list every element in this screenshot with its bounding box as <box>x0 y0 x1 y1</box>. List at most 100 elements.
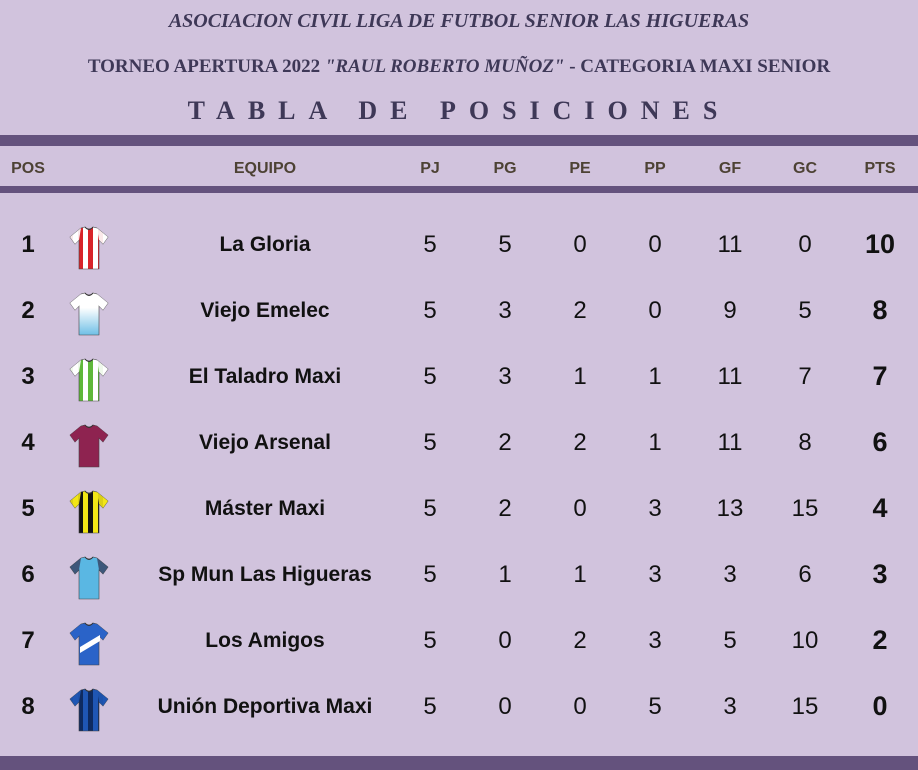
cell-pp: 0 <box>648 297 662 324</box>
cell-pos: 4 <box>21 429 35 456</box>
table-header: POS EQUIPO PJ PG PE PP GF GC PTS <box>0 146 918 186</box>
cell-gc: 8 <box>798 429 812 456</box>
tournament-name: TORNEO APERTURA 2022 <box>87 56 325 77</box>
cell-pg: 0 <box>498 693 512 720</box>
cell-pts: 7 <box>872 361 888 391</box>
cell-pe: 2 <box>573 627 587 654</box>
cell-pts: 2 <box>872 625 888 655</box>
jersey-icon <box>68 621 110 667</box>
jersey-icon <box>68 357 110 403</box>
col-pp: PP <box>644 160 666 177</box>
cell-pg: 0 <box>498 627 512 654</box>
table-row: 5 Máster Maxi 5 2 0 3 13 15 4 <box>0 476 918 542</box>
cell-pp: 0 <box>648 231 662 258</box>
cell-team: Viejo Arsenal <box>199 431 331 454</box>
divider-top <box>0 135 918 146</box>
cell-pe: 1 <box>573 561 587 588</box>
cell-pj: 5 <box>423 429 437 456</box>
cell-pos: 8 <box>21 693 35 720</box>
tournament-honoree: "RAUL ROBERTO MUÑOZ" <box>324 56 565 77</box>
cell-team: Sp Mun Las Higueras <box>158 563 372 586</box>
cell-gc: 15 <box>791 495 819 522</box>
cell-pg: 1 <box>498 561 512 588</box>
cell-pg: 3 <box>498 297 512 324</box>
cell-pts: 6 <box>872 427 888 457</box>
table-row: 7 Los Amigos 5 0 2 3 5 10 2 <box>0 608 918 674</box>
table-row: 1 La Gloria 5 5 0 0 11 0 10 <box>0 212 918 278</box>
cell-pos: 5 <box>21 495 35 522</box>
cell-pj: 5 <box>423 363 437 390</box>
cell-pts: 4 <box>872 493 888 523</box>
col-pe: PE <box>569 160 591 177</box>
cell-gf: 9 <box>723 297 737 324</box>
cell-gc: 0 <box>798 231 812 258</box>
cell-pj: 5 <box>423 561 437 588</box>
cell-team: Los Amigos <box>205 629 325 652</box>
col-pos: POS <box>11 160 45 177</box>
cell-gc: 15 <box>791 693 819 720</box>
cell-pp: 3 <box>648 561 662 588</box>
cell-pj: 5 <box>423 627 437 654</box>
cell-gf: 5 <box>723 627 737 654</box>
cell-gf: 3 <box>723 561 737 588</box>
cell-team: La Gloria <box>219 233 311 256</box>
cell-pp: 1 <box>648 429 662 456</box>
cell-team: Máster Maxi <box>204 497 326 520</box>
cell-gc: 7 <box>798 363 812 390</box>
cell-pos: 7 <box>21 627 35 654</box>
cell-pe: 0 <box>573 231 587 258</box>
cell-pos: 1 <box>21 231 35 258</box>
cell-gf: 11 <box>717 429 743 456</box>
cell-pp: 3 <box>648 495 662 522</box>
cell-gc: 10 <box>791 627 819 654</box>
jersey-icon <box>68 489 110 535</box>
cell-pg: 3 <box>498 363 512 390</box>
col-team: EQUIPO <box>233 160 297 177</box>
tournament-title: TORNEO APERTURA 2022 "RAUL ROBERTO MUÑOZ… <box>0 56 918 78</box>
cell-pj: 5 <box>423 495 437 522</box>
cell-pts: 10 <box>864 229 896 259</box>
table-row: 2 Viejo Emelec 5 3 2 0 9 5 8 <box>0 278 918 344</box>
cell-team: El Taladro Maxi <box>188 365 342 388</box>
cell-pts: 0 <box>872 691 888 721</box>
table-row: 6 Sp Mun Las Higueras 5 1 1 3 3 6 3 <box>0 542 918 608</box>
divider-bottom <box>0 756 918 770</box>
jersey-icon <box>68 225 110 271</box>
cell-gf: 11 <box>717 363 743 390</box>
table-title: TABLA DE POSICIONES <box>187 96 731 125</box>
cell-pp: 1 <box>648 363 662 390</box>
cell-pe: 0 <box>573 495 587 522</box>
league-title: ASOCIACION CIVIL LIGA DE FUTBOL SENIOR L… <box>168 10 750 32</box>
cell-pos: 6 <box>21 561 35 588</box>
cell-gc: 6 <box>798 561 812 588</box>
cell-pos: 2 <box>21 297 35 324</box>
cell-gf: 3 <box>723 693 737 720</box>
cell-pj: 5 <box>423 297 437 324</box>
cell-team: Unión Deportiva Maxi <box>157 695 373 718</box>
cell-pe: 2 <box>573 429 587 456</box>
cell-pg: 2 <box>498 429 512 456</box>
divider-header <box>0 186 918 193</box>
cell-pj: 5 <box>423 693 437 720</box>
cell-gf: 11 <box>717 231 743 258</box>
cell-pj: 5 <box>423 231 437 258</box>
table-row: 3 El Taladro Maxi 5 3 1 1 11 7 7 <box>0 344 918 410</box>
cell-pos: 3 <box>21 363 35 390</box>
cell-gc: 5 <box>798 297 812 324</box>
cell-pg: 5 <box>498 231 512 258</box>
jersey-icon <box>68 423 110 469</box>
col-pg: PG <box>493 160 517 177</box>
cell-pe: 2 <box>573 297 587 324</box>
cell-pts: 8 <box>872 295 888 325</box>
col-gc: GC <box>793 160 817 177</box>
jersey-icon <box>68 555 110 601</box>
cell-pts: 3 <box>872 559 888 589</box>
cell-gf: 13 <box>716 495 744 522</box>
jersey-icon <box>68 687 110 733</box>
cell-pp: 3 <box>648 627 662 654</box>
table-row: 8 Unión Deportiva Maxi 5 0 0 5 3 15 0 <box>0 674 918 740</box>
jersey-icon <box>68 291 110 337</box>
cell-pg: 2 <box>498 495 512 522</box>
col-gf: GF <box>718 160 742 177</box>
cell-pp: 5 <box>648 693 662 720</box>
